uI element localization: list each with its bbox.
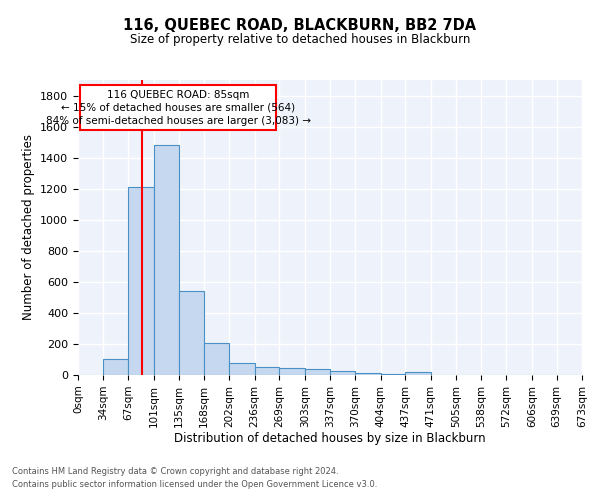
Text: Size of property relative to detached houses in Blackburn: Size of property relative to detached ho… (130, 32, 470, 46)
Bar (380, 374, 405, 375)
Bar (229, 364, 255, 375)
Bar (331, 371, 355, 375)
Bar (255, 367, 280, 375)
Bar (355, 372, 380, 375)
Bar (103, 360, 128, 375)
Bar (128, 187, 154, 375)
Bar (280, 368, 305, 375)
Bar (305, 369, 331, 375)
Text: Contains public sector information licensed under the Open Government Licence v3: Contains public sector information licen… (12, 480, 377, 489)
Text: Contains HM Land Registry data © Crown copyright and database right 2024.: Contains HM Land Registry data © Crown c… (12, 467, 338, 476)
Bar (179, 291, 204, 375)
Bar (204, 343, 229, 375)
Text: ← 15% of detached houses are smaller (564): ← 15% of detached houses are smaller (56… (61, 102, 295, 113)
Y-axis label: Number of detached properties: Number of detached properties (22, 134, 35, 320)
Bar (405, 372, 431, 375)
X-axis label: Distribution of detached houses by size in Blackburn: Distribution of detached houses by size … (174, 432, 486, 446)
Text: 116, QUEBEC ROAD, BLACKBURN, BB2 7DA: 116, QUEBEC ROAD, BLACKBURN, BB2 7DA (124, 18, 476, 32)
FancyBboxPatch shape (80, 86, 277, 130)
Text: 84% of semi-detached houses are larger (3,083) →: 84% of semi-detached houses are larger (… (46, 116, 311, 126)
Bar (154, 145, 179, 375)
Text: 116 QUEBEC ROAD: 85sqm: 116 QUEBEC ROAD: 85sqm (107, 90, 250, 100)
